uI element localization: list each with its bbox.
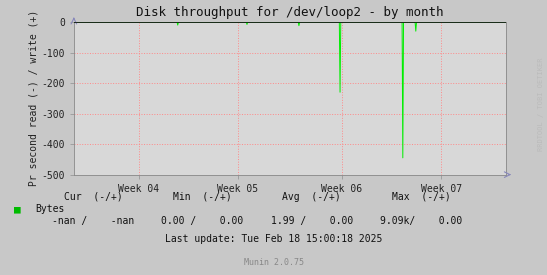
Text: 9.09k/    0.00: 9.09k/ 0.00	[380, 216, 462, 226]
Text: Munin 2.0.75: Munin 2.0.75	[243, 258, 304, 267]
Text: 1.99 /    0.00: 1.99 / 0.00	[271, 216, 353, 226]
Text: RRDTOOL / TOBI OETIKER: RRDTOOL / TOBI OETIKER	[538, 58, 544, 151]
Text: Cur  (-/+): Cur (-/+)	[63, 192, 123, 202]
Text: 0.00 /    0.00: 0.00 / 0.00	[161, 216, 243, 226]
Text: Last update: Tue Feb 18 15:00:18 2025: Last update: Tue Feb 18 15:00:18 2025	[165, 234, 382, 244]
Text: Bytes: Bytes	[36, 204, 65, 214]
Title: Disk throughput for /dev/loop2 - by month: Disk throughput for /dev/loop2 - by mont…	[136, 6, 444, 20]
Text: Min  (-/+): Min (-/+)	[173, 192, 232, 202]
Text: ■: ■	[14, 204, 20, 214]
Text: Avg  (-/+): Avg (-/+)	[282, 192, 341, 202]
Y-axis label: Pr second read (-) / write (+): Pr second read (-) / write (+)	[28, 10, 38, 186]
Text: Max  (-/+): Max (-/+)	[392, 192, 451, 202]
Text: -nan /    -nan: -nan / -nan	[52, 216, 134, 226]
